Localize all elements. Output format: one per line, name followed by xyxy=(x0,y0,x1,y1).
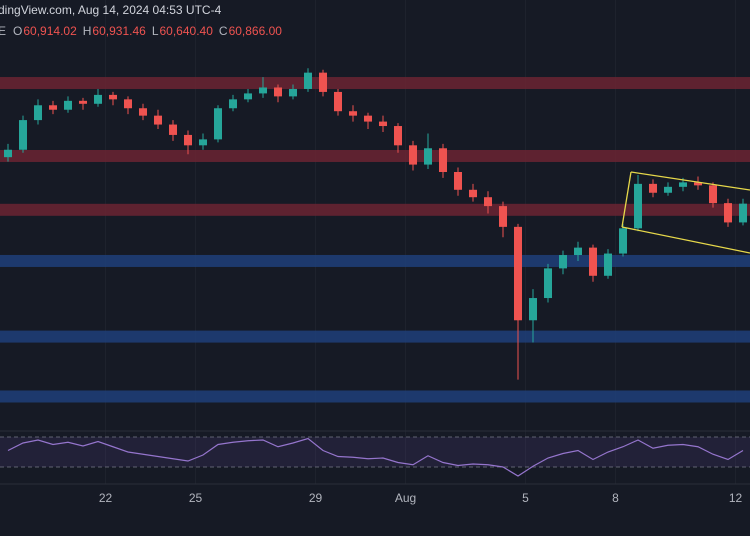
candle-body xyxy=(289,88,297,97)
candle-body xyxy=(139,108,147,116)
candle-body xyxy=(319,72,327,92)
candle-body xyxy=(124,99,132,109)
x-tick-label: Aug xyxy=(395,491,416,505)
price-zone xyxy=(0,254,750,267)
candle-body xyxy=(559,255,567,269)
candle-body xyxy=(169,124,177,135)
candle-body xyxy=(454,172,462,190)
price-zone xyxy=(0,149,750,162)
price-zone xyxy=(0,203,750,216)
price-zone xyxy=(0,390,750,403)
candle-body xyxy=(514,226,522,321)
channel-drawing xyxy=(621,171,750,254)
candle-body xyxy=(79,100,87,104)
candle-body xyxy=(484,197,492,207)
price-zone xyxy=(0,330,750,343)
candle-body xyxy=(739,203,747,223)
candle-body xyxy=(229,99,237,109)
legend-value: 60,866.00 xyxy=(229,24,283,38)
candle-body xyxy=(244,93,252,100)
candle-body xyxy=(574,247,582,256)
candle-body xyxy=(634,183,642,229)
candle-body xyxy=(109,94,117,100)
candle-body xyxy=(304,72,312,89)
candle-body xyxy=(544,268,552,299)
candle-body xyxy=(4,149,12,158)
candle-body xyxy=(19,120,27,150)
candle-body xyxy=(679,182,687,187)
legend-key: C xyxy=(219,24,228,38)
candle-body xyxy=(379,121,387,127)
candle-body xyxy=(214,108,222,140)
candles xyxy=(4,68,747,380)
candle-body xyxy=(724,203,732,223)
candle-body xyxy=(64,100,72,110)
channel-upper xyxy=(630,171,750,191)
candle-body xyxy=(199,139,207,146)
candle-body xyxy=(469,189,477,198)
x-axis: 22 25 29 Aug 5 8 12 xyxy=(99,491,743,505)
ohlc-legend: E O 60,914.02 H 60,931.46 L 60,640.40 C 60,866.0… xyxy=(0,24,282,38)
x-tick-label: 12 xyxy=(729,491,743,505)
candle-body xyxy=(604,253,612,276)
candle-body xyxy=(334,91,342,112)
candle-body xyxy=(649,183,657,193)
candle-body xyxy=(94,94,102,104)
candle-body xyxy=(154,115,162,125)
candle-body xyxy=(259,87,267,94)
legend-key: H xyxy=(83,24,92,38)
candle-body xyxy=(184,134,192,146)
legend-key: O xyxy=(13,24,22,38)
header-title: dingView.com, Aug 14, 2024 04:53 UTC-4 xyxy=(0,3,222,17)
candle-body xyxy=(274,87,282,97)
candle-body xyxy=(664,186,672,193)
candle-body xyxy=(529,298,537,321)
candle-body xyxy=(409,145,417,165)
candle-body xyxy=(349,111,357,116)
legend-value: 60,640.40 xyxy=(160,24,214,38)
candle-body xyxy=(499,206,507,227)
x-tick-label: 5 xyxy=(522,491,529,505)
candle-body xyxy=(364,115,372,122)
price-zone xyxy=(0,77,750,90)
candle-body xyxy=(439,148,447,172)
rsi-line xyxy=(7,437,744,477)
x-tick-label: 25 xyxy=(189,491,203,505)
candle-body xyxy=(694,182,702,186)
legend-key: L xyxy=(152,24,159,38)
rsi-band-fill xyxy=(0,437,750,467)
legend-value: 60,931.46 xyxy=(92,24,146,38)
candle-body xyxy=(34,105,42,121)
candle-body xyxy=(619,228,627,254)
channel-lower xyxy=(621,226,750,254)
legend-value: 60,914.02 xyxy=(23,24,77,38)
legend-key: E xyxy=(0,24,6,38)
candle-body xyxy=(394,126,402,146)
channel-side xyxy=(621,171,632,228)
x-tick-label: 29 xyxy=(309,491,323,505)
x-tick-label: 8 xyxy=(612,491,619,505)
x-tick-label: 22 xyxy=(99,491,113,505)
candle-body xyxy=(424,148,432,165)
candle-body xyxy=(709,185,717,204)
candle-body xyxy=(49,105,57,110)
candle-body xyxy=(589,247,597,276)
rsi-pane xyxy=(0,436,750,477)
